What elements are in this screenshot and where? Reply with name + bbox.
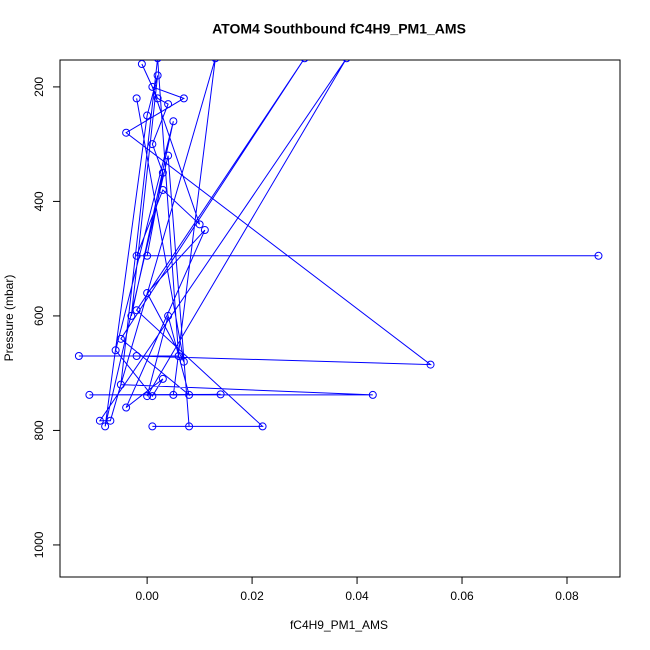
data-point	[211, 60, 219, 63]
data-point	[148, 140, 157, 149]
y-tick-label: 800	[32, 420, 46, 440]
y-tick-label: 1000	[32, 531, 46, 558]
data-point	[132, 352, 141, 361]
data-point	[122, 128, 131, 137]
plot-area	[74, 60, 603, 431]
data-point	[158, 374, 167, 383]
data-point	[74, 352, 83, 361]
x-tick-label: 0.06	[450, 589, 474, 603]
data-point	[368, 390, 377, 399]
data-point	[179, 357, 188, 366]
data-point	[116, 334, 125, 343]
data-point	[158, 185, 167, 194]
data-point	[101, 422, 110, 431]
data-point	[95, 416, 104, 425]
y-tick-label: 400	[32, 191, 46, 211]
data-point	[106, 416, 115, 425]
data-point	[164, 311, 173, 320]
data-point	[148, 392, 157, 401]
x-axis-label: fC4H9_PM1_AMS	[290, 618, 388, 632]
data-point	[132, 251, 141, 260]
data-point	[158, 168, 167, 177]
data-point	[426, 360, 435, 369]
data-point	[116, 380, 125, 389]
data-point	[132, 306, 141, 315]
data-point	[132, 94, 141, 103]
y-tick-label: 200	[32, 77, 46, 97]
data-point	[195, 220, 204, 229]
data-point	[164, 151, 173, 160]
data-point	[137, 60, 146, 69]
data-point	[148, 422, 157, 431]
data-point	[174, 352, 183, 361]
data-point	[300, 60, 309, 63]
data-point	[342, 60, 351, 63]
x-tick-label: 0.02	[240, 589, 264, 603]
y-axis-label: Pressure (mbar)	[2, 275, 16, 362]
x-tick-label: 0.04	[345, 589, 369, 603]
data-point	[122, 403, 131, 412]
data-point	[216, 390, 225, 399]
data-point	[153, 71, 162, 80]
data-point	[148, 82, 157, 91]
data-point	[143, 111, 152, 120]
data-point	[154, 60, 162, 63]
x-tick-label: 0.00	[135, 589, 159, 603]
data-point	[179, 94, 188, 103]
data-point	[164, 100, 173, 109]
data-point	[111, 346, 120, 355]
y-tick-label: 600	[32, 306, 46, 326]
data-point	[143, 289, 152, 298]
data-point	[85, 390, 94, 399]
plot-frame	[59, 59, 621, 578]
data-point	[127, 311, 136, 320]
data-point	[258, 422, 267, 431]
data-point	[185, 422, 194, 431]
data-point	[169, 390, 178, 399]
data-point	[153, 94, 162, 103]
data-point	[200, 226, 209, 235]
x-tick-label: 0.08	[555, 589, 579, 603]
data-line	[78, 60, 599, 427]
data-point	[143, 392, 152, 401]
chart-title: ATOM4 Southbound fC4H9_PM1_AMS	[212, 21, 466, 37]
data-point	[169, 117, 178, 126]
data-point	[185, 390, 194, 399]
data-point	[594, 251, 603, 260]
data-point	[143, 251, 152, 260]
